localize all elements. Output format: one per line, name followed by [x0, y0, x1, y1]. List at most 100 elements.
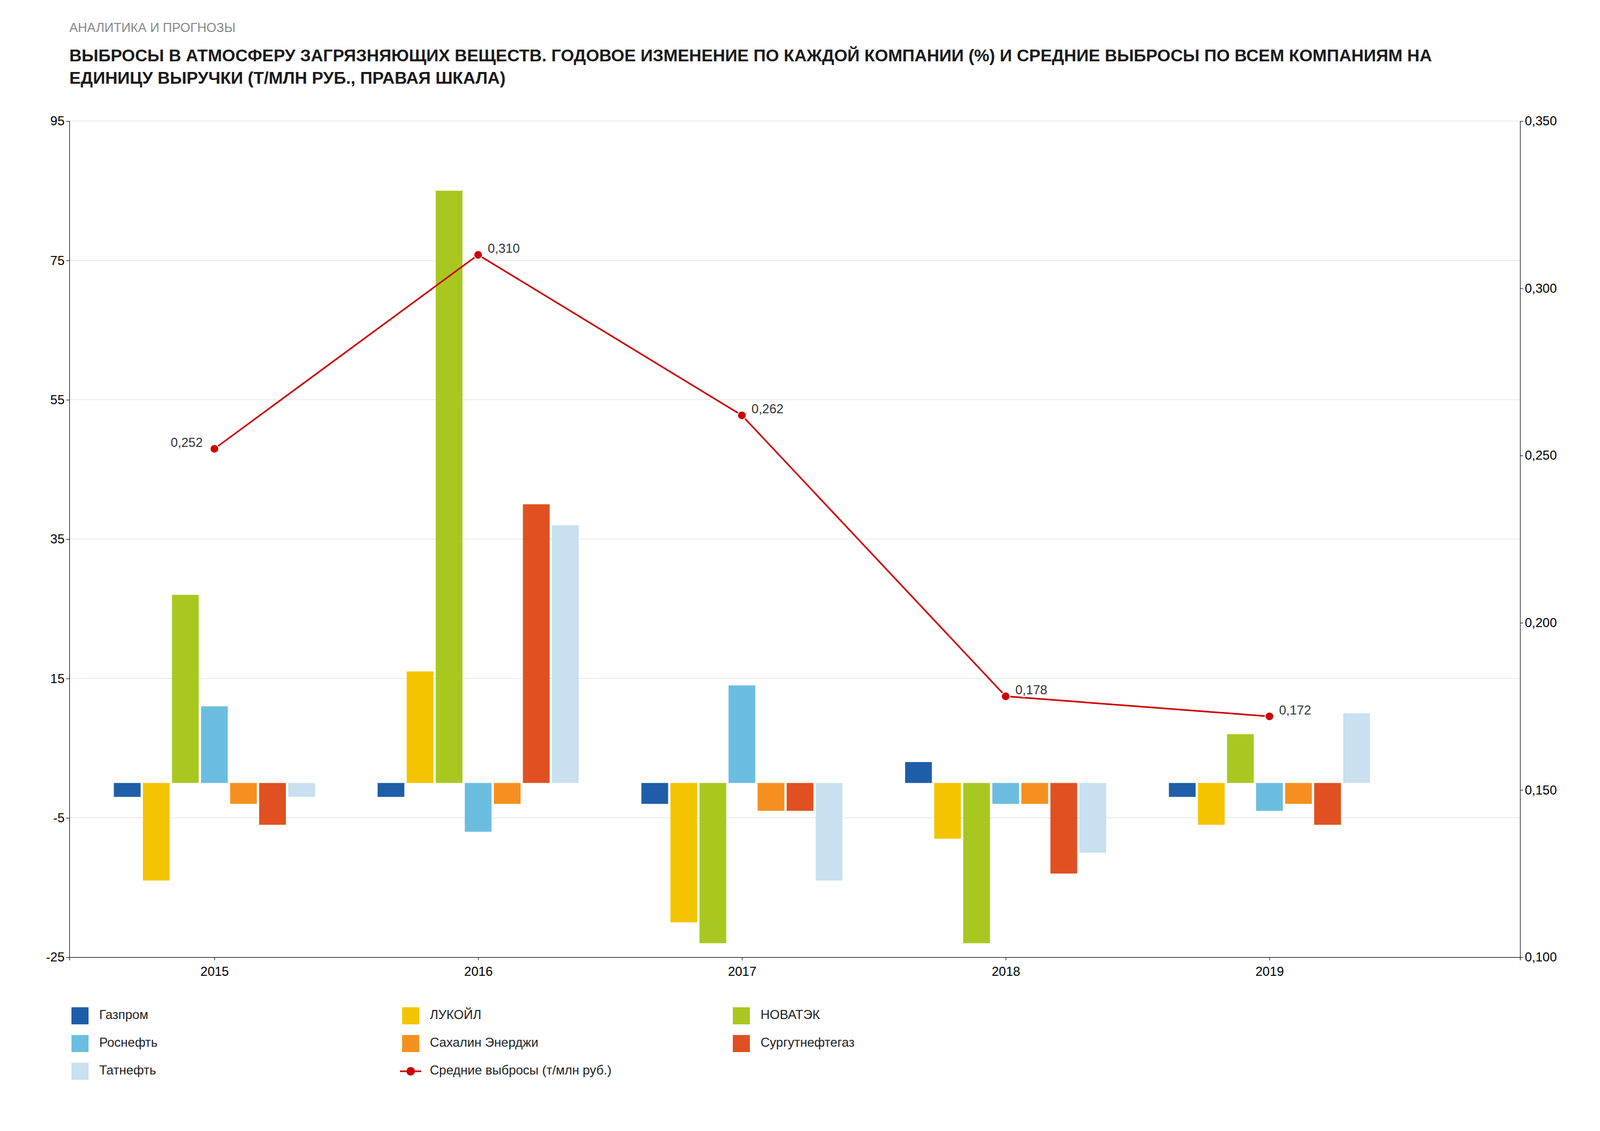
marker: [210, 444, 219, 454]
title: ВЫБРОСЫ В АТМОСФЕРУ ЗАГРЯЗНЯЮЩИХ ВЕЩЕСТВ…: [69, 45, 1432, 88]
grid-line: [69, 678, 1520, 679]
tick-label: 0,150: [1524, 782, 1557, 798]
grid-line: [69, 399, 1520, 400]
bar: [1050, 782, 1078, 874]
legend: ГазпромЛУКОЙЛНОВАТЭКРоснефтьСахалин Энер…: [71, 1007, 855, 1080]
tick: 0,300: [1520, 281, 1557, 296]
tick: -5: [53, 810, 70, 826]
bar: [1343, 713, 1371, 784]
tick-label: 0,350: [1524, 113, 1557, 128]
legend-swatch: [402, 1007, 420, 1025]
tick-label: 55: [50, 392, 65, 407]
tick-label: 0,100: [1524, 949, 1557, 965]
grid-line: [69, 817, 1520, 819]
tick-mark: [66, 678, 70, 679]
tick: 2017: [728, 957, 757, 979]
data-label: 0,262: [751, 401, 784, 416]
tick-mark: [66, 260, 70, 261]
tick: 0,100: [1520, 949, 1557, 965]
grid-line: [69, 121, 1520, 122]
bar: [728, 685, 756, 783]
tick-mark: [66, 539, 70, 540]
tick-label: 2019: [1255, 964, 1284, 979]
tick-label: -25: [45, 949, 65, 965]
marker: [474, 250, 483, 260]
tick-label: 75: [50, 253, 65, 268]
legend-item: Средние выбросы (т/млн руб.): [400, 1062, 612, 1078]
tick: 0,250: [1520, 448, 1557, 463]
tick-label: 15: [50, 671, 65, 686]
tick: 95: [50, 113, 70, 128]
marker: [1001, 692, 1011, 701]
bar: [288, 782, 315, 797]
tick: 75: [50, 253, 70, 268]
bar-series: [288, 525, 1370, 881]
tick-label: 0,250: [1524, 448, 1557, 463]
bar: [435, 190, 463, 784]
bar-series: [201, 685, 1283, 832]
tick-mark: [741, 957, 743, 961]
bar: [670, 782, 698, 923]
x-axis: 20152016201720182019: [69, 957, 1521, 979]
bar: [934, 782, 962, 839]
legend-swatch: [71, 1062, 89, 1080]
legend-swatch: [71, 1007, 89, 1025]
bar: [757, 782, 785, 811]
data-label: 0,252: [170, 435, 203, 450]
legend-swatch: [402, 1035, 420, 1053]
tick-mark: [66, 957, 70, 958]
bar: [992, 782, 1020, 804]
bar-series: [171, 190, 1254, 944]
bar: [377, 782, 405, 797]
legend-swatch: [71, 1035, 89, 1053]
bar: [641, 782, 669, 804]
tick-label: 2018: [991, 964, 1020, 979]
bar: [1256, 782, 1283, 811]
legend-label: Средние выбросы (т/млн руб.): [429, 1062, 612, 1078]
legend-label: НОВАТЭК: [760, 1007, 820, 1022]
bar: [699, 782, 727, 944]
bar: [142, 782, 170, 881]
tick: 55: [50, 392, 70, 407]
legend-swatch: [732, 1007, 750, 1025]
bar: [1285, 782, 1312, 804]
legend-item: ЛУКОЙЛ: [402, 1007, 482, 1025]
legend-swatch: [406, 1067, 415, 1076]
bar: [786, 782, 814, 811]
bar: [552, 525, 579, 783]
marker: [737, 411, 747, 420]
tick-mark: [1005, 957, 1007, 961]
bar-series: [259, 504, 1341, 875]
grid-line: [69, 539, 1520, 540]
data-label: 0,172: [1278, 702, 1311, 718]
tick-mark: [478, 957, 479, 961]
tick-label: 35: [50, 531, 65, 547]
axis-line: [1520, 121, 1524, 958]
tick-label: 2016: [464, 964, 493, 979]
tick-mark: [1520, 957, 1524, 958]
legend-label: Роснефть: [99, 1035, 158, 1050]
bar: [1227, 734, 1254, 783]
tick-mark: [1520, 288, 1524, 290]
legend-label: ЛУКОЙЛ: [429, 1007, 482, 1022]
y-axis: -25 -5 15 35 55 75 95: [45, 113, 70, 965]
tick-mark: [66, 121, 70, 122]
tick-mark: [66, 400, 70, 401]
tick-mark: [1520, 622, 1524, 624]
tick-mark: [214, 957, 215, 961]
bar: [464, 782, 492, 832]
legend-item: Сургутнефтегаз: [732, 1035, 855, 1053]
legend-item: Татнефть: [71, 1062, 157, 1080]
bar: [406, 671, 434, 783]
tick: 15: [50, 671, 70, 686]
bar: [815, 782, 843, 881]
legend-label: Газпром: [99, 1007, 149, 1022]
tick-mark: [66, 818, 70, 819]
tick: 2019: [1255, 957, 1284, 979]
marker: [1265, 712, 1274, 721]
bar: [229, 782, 257, 804]
bar: [493, 782, 521, 804]
bar: [201, 706, 228, 784]
bar: [259, 782, 286, 825]
tick-label: 0,200: [1524, 615, 1557, 630]
